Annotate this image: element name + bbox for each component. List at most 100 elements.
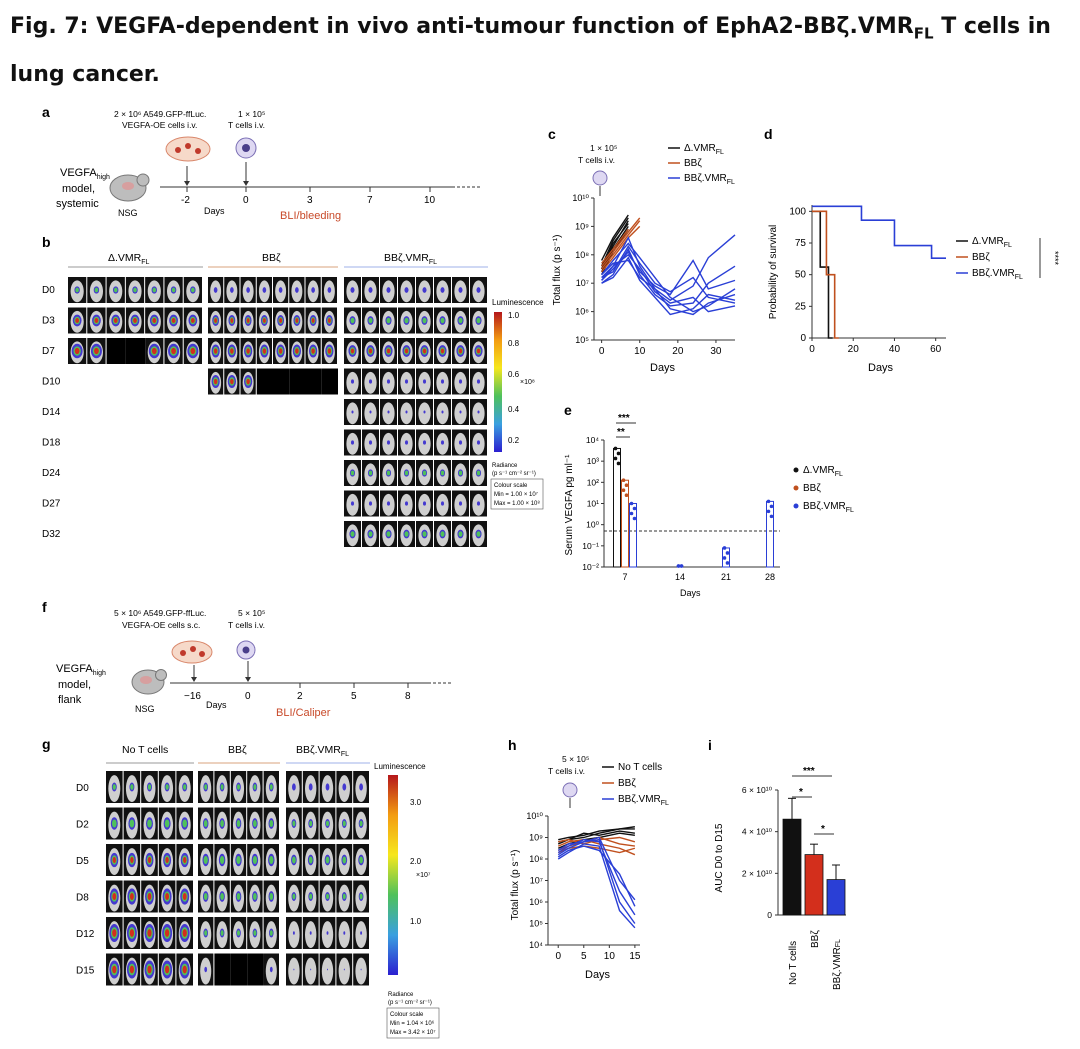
signal-blue xyxy=(325,783,330,791)
signal-red xyxy=(182,965,187,974)
panel-f-tick-5: 8 xyxy=(405,691,411,702)
signal-green xyxy=(204,930,208,936)
panel-f-tick-1: −16 xyxy=(184,691,201,702)
signal-red xyxy=(190,347,196,355)
signal-green xyxy=(111,819,117,828)
panel-h-legend-3: BBζ.VMRFL xyxy=(618,794,669,807)
mouse-image xyxy=(353,844,369,876)
signal-green xyxy=(476,531,481,537)
signal-blue xyxy=(368,440,373,445)
mouse-image xyxy=(240,338,256,364)
signal-green xyxy=(440,317,445,324)
mouse-image xyxy=(208,277,224,303)
signal-green xyxy=(350,531,355,537)
mouse-image xyxy=(380,490,397,517)
mouse-image xyxy=(452,521,469,547)
mouse-image xyxy=(319,844,336,876)
signal-red xyxy=(130,856,134,864)
signal-red xyxy=(164,929,170,937)
mouse-image xyxy=(344,429,361,456)
mouse-image xyxy=(224,307,240,334)
empty-image xyxy=(230,953,248,986)
mouse-image xyxy=(123,953,141,986)
panel-f-model-line2: model, xyxy=(58,679,91,691)
panel-f-tcells-line1: 5 × 10⁵ xyxy=(238,608,265,618)
signal-blue xyxy=(308,783,313,791)
h-xtick-label: 5 xyxy=(581,951,587,962)
mouse-image xyxy=(302,953,319,986)
mouse-image xyxy=(141,953,158,986)
signal-blue xyxy=(246,287,250,293)
signal-red xyxy=(147,965,152,974)
panel-f-mouse-label: NSG xyxy=(135,704,155,714)
signal-green xyxy=(113,287,118,293)
panel-d-legend-1: Δ.VMRFL xyxy=(972,236,1012,249)
signal-blue xyxy=(440,501,445,506)
figure-title-tail: T cells in lung cancer. xyxy=(10,14,1051,88)
signal-blue xyxy=(326,931,329,935)
panel-b-group-2: BBζ xyxy=(262,252,281,264)
mouse-image xyxy=(158,880,176,913)
signal-green xyxy=(292,893,296,900)
panel-e-legend-2: BBζ xyxy=(803,483,821,494)
signal-red xyxy=(74,347,80,355)
panel-f: f 5 × 10⁶ A549.GFP-ffLuc. VEGFA-OE cells… xyxy=(42,599,452,719)
panel-e-ylabel: Serum VEGFA pg ml⁻¹ xyxy=(564,454,575,556)
signal-red xyxy=(311,318,315,323)
signal-blue xyxy=(368,379,373,384)
mouse-image xyxy=(289,307,305,334)
signal-red xyxy=(278,348,283,354)
e-data-point xyxy=(624,493,629,498)
panel-a-bli-label: BLI/bleeding xyxy=(280,210,341,222)
panel-e-chart: 10⁻² 10⁻¹ 10⁰ 10¹ 10² 10³ 10⁴ 7 14 21 28 xyxy=(582,435,780,582)
signal-red xyxy=(182,893,187,900)
e-data-point xyxy=(769,514,774,519)
mouse-image xyxy=(302,917,319,949)
mouse-image xyxy=(273,277,289,303)
mouse-image xyxy=(452,368,469,395)
mouse-image xyxy=(416,307,433,334)
panel-b-row-label: D32 xyxy=(42,529,61,540)
mouse-image xyxy=(362,338,379,364)
panel-i-letter: i xyxy=(708,737,712,753)
mouse-image xyxy=(208,307,224,334)
mouse-image xyxy=(362,277,379,303)
panel-d-chart: 0 25 50 75 100 0 20 40 60 xyxy=(789,205,946,355)
mouse-image xyxy=(470,399,487,425)
c-series-line xyxy=(601,228,629,264)
signal-green xyxy=(359,893,363,900)
mouse-image xyxy=(470,277,487,303)
panel-e-sig-2: ** xyxy=(617,427,625,438)
mouse-image xyxy=(256,307,272,334)
signal-blue xyxy=(458,440,463,445)
mouse-image xyxy=(416,521,433,547)
panel-b-row-label: D24 xyxy=(42,468,61,479)
signal-green xyxy=(368,470,373,476)
e-data-point xyxy=(613,446,618,451)
mouse-image xyxy=(434,277,451,303)
mouse-image xyxy=(230,771,247,803)
panel-b-scale-mult: ×10⁸ xyxy=(520,379,535,386)
e-bar xyxy=(621,479,629,568)
signal-green xyxy=(359,820,363,827)
panel-d-legend-3: BBζ.VMRFL xyxy=(972,268,1023,281)
panel-b-row-label: D27 xyxy=(42,499,61,510)
mouse-image xyxy=(68,338,87,364)
e-ytick-label: 10⁰ xyxy=(586,520,599,530)
mouse-image xyxy=(305,277,321,303)
signal-red xyxy=(230,318,234,323)
panel-e-xlabel: Days xyxy=(680,588,701,598)
signal-blue xyxy=(476,287,481,293)
signal-red xyxy=(295,318,299,323)
panel-a-tcells-line1: 1 × 10⁵ xyxy=(238,109,265,119)
signal-green xyxy=(171,287,176,293)
signal-green xyxy=(236,855,241,865)
mouse-image xyxy=(214,917,230,949)
panel-a-tcells-line2: T cells i.v. xyxy=(228,120,265,130)
h-series-line xyxy=(558,836,636,845)
mouse-image xyxy=(470,460,487,486)
h-ytick-label: 10⁴ xyxy=(529,940,543,950)
signal-green xyxy=(253,820,257,827)
e-data-point xyxy=(766,509,771,514)
signal-green xyxy=(130,784,134,790)
